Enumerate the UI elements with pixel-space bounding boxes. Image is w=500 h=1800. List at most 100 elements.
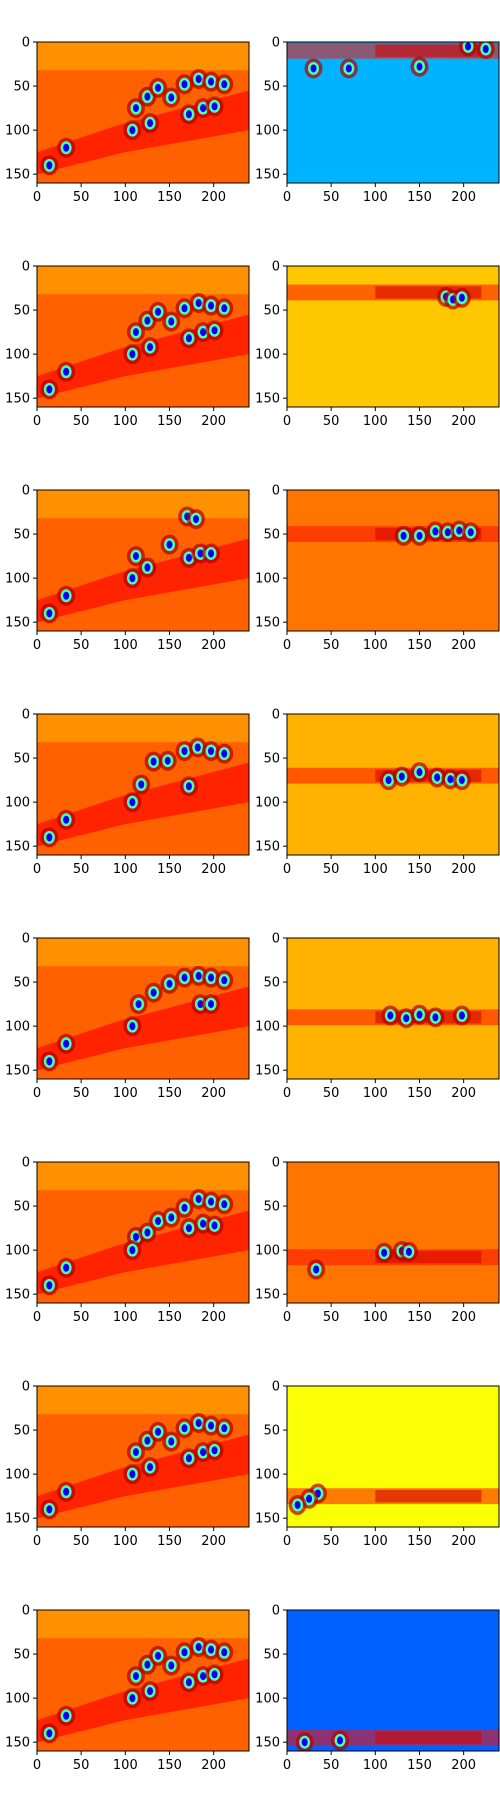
x-tick-label: 100 [113,1310,138,1325]
peak-core [458,1011,465,1020]
peak-core [155,307,162,316]
peak-core [155,1651,162,1660]
peak-core [416,62,423,71]
y-tick-label: 100 [5,572,30,587]
peak-core [185,553,192,562]
x-tick-label: 100 [113,638,138,653]
peak-core [181,80,188,89]
peak-core [129,1694,136,1703]
heatmap-image [37,42,249,183]
y-tick-label: 100 [255,1244,280,1259]
peak-core [155,1217,162,1226]
heatmap-image [37,1386,249,1527]
y-tick-label: 100 [5,796,30,811]
peak-core [46,385,53,394]
peak-core [385,776,392,785]
peak-core [467,528,474,537]
heatmap-top-band [37,938,249,967]
heatmap-band-core [375,1489,482,1503]
peak-core [432,1013,439,1022]
peak-core [221,80,228,89]
peak-core [221,1200,228,1209]
axes-frame [36,265,250,408]
peak-core [63,1487,70,1496]
peak-core [129,1246,136,1255]
x-tick-label: 50 [323,1534,340,1549]
peak-core [195,1419,202,1428]
peak-core [144,92,151,101]
heatmap-image [37,714,249,855]
y-tick-label: 150 [255,168,280,183]
peak-core [181,973,188,982]
y-tick-label: 50 [13,752,30,767]
axes-frame [286,489,500,632]
peak-core [400,531,407,540]
y-tick-label: 150 [5,392,30,407]
y-tick-label: 50 [263,1200,280,1215]
peak-core [46,1505,53,1514]
peak-core [46,609,53,618]
y-tick-label: 150 [5,1736,30,1751]
heatmap-background [287,1162,499,1303]
peak-core [200,1219,207,1228]
y-tick-label: 150 [255,1288,280,1303]
peak-core [197,549,204,558]
y-tick-label: 150 [255,616,280,631]
heatmap-top-band [37,266,249,295]
heatmap-image [37,266,249,407]
heatmap-image [37,490,249,631]
y-tick-label: 0 [22,484,30,499]
peak-core [185,782,192,791]
x-tick-label: 50 [73,862,90,877]
axes-frame [36,1609,250,1752]
peak-core [195,971,202,980]
peak-core [166,540,173,549]
peak-core [181,1648,188,1657]
x-tick-label: 200 [201,862,226,877]
peak-core [416,768,423,777]
axes-frame [286,1385,500,1528]
peak-core [185,1678,192,1687]
peak-core [221,749,228,758]
x-tick-label: 150 [407,638,432,653]
x-tick-label: 50 [323,190,340,205]
x-tick-label: 200 [451,1310,476,1325]
x-tick-label: 200 [201,1086,226,1101]
x-tick-label: 100 [363,638,388,653]
y-tick-label: 100 [5,348,30,363]
peak-core [403,1014,410,1023]
peak-core [132,1672,139,1681]
peak-core [221,1648,228,1657]
peak-core [150,757,157,766]
peak-core [144,316,151,325]
peak-core [181,747,188,756]
x-tick-label: 200 [201,1310,226,1325]
heatmap-image [287,1610,499,1751]
peak-core [185,334,192,343]
heatmap-image [287,1386,499,1527]
y-tick-label: 0 [272,932,280,947]
peak-core [432,527,439,536]
x-tick-label: 150 [157,1310,182,1325]
heatmap-image [287,266,499,407]
x-tick-label: 200 [451,414,476,429]
x-tick-label: 150 [407,1086,432,1101]
heatmap-top-band [37,42,249,71]
y-tick-label: 150 [5,616,30,631]
y-tick-label: 150 [255,1512,280,1527]
x-tick-label: 0 [33,638,41,653]
y-tick-label: 0 [272,1380,280,1395]
peak-core [345,64,352,73]
panel-7-1: 0 50 100 150 200 0 50 100 150 [255,1604,500,1773]
peak-core [138,780,145,789]
y-tick-label: 150 [5,1288,30,1303]
y-tick-label: 100 [5,124,30,139]
y-tick-label: 100 [5,1244,30,1259]
y-tick-label: 0 [22,1156,30,1171]
y-tick-label: 150 [255,392,280,407]
peak-core [168,1437,175,1446]
x-tick-label: 200 [201,638,226,653]
y-tick-label: 0 [272,1156,280,1171]
x-tick-label: 0 [33,1086,41,1101]
